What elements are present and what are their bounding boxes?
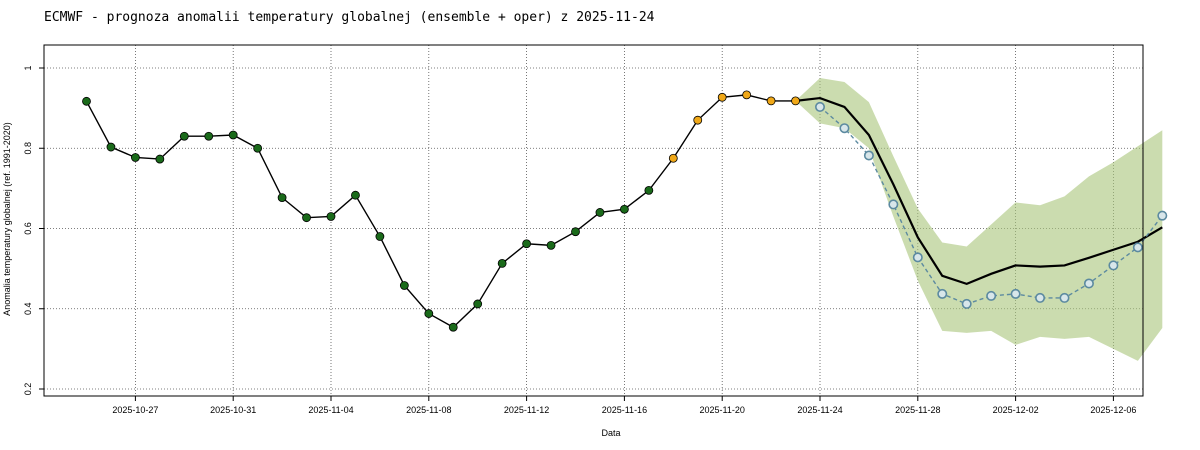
oper-line — [819, 106, 1163, 305]
oper-point — [839, 123, 850, 134]
observed-line — [85, 94, 796, 329]
observed-point — [522, 239, 531, 249]
oper-point — [1108, 260, 1119, 271]
observed-point — [326, 212, 336, 221]
x-axis-label: Data — [601, 428, 620, 438]
oper-point — [1035, 292, 1046, 303]
oper-point — [1010, 288, 1021, 299]
y-tick-label: 0.6 — [23, 222, 33, 235]
chart-title: ECMWF - prognoza anomalii temperatury gl… — [44, 10, 655, 25]
observed-point — [644, 185, 654, 195]
observed-point — [571, 227, 580, 237]
observed-point — [179, 131, 189, 141]
y-tick-label: 1 — [23, 65, 33, 70]
observed-point — [620, 204, 629, 214]
oper-point — [888, 199, 899, 210]
observed-point — [82, 96, 91, 106]
observed-point — [546, 240, 556, 250]
observed-point — [399, 281, 409, 290]
x-tick-label: 2025-11-04 — [308, 405, 353, 415]
observed-point — [668, 153, 678, 163]
observed-point — [473, 299, 483, 309]
observed-point — [253, 143, 263, 153]
observed-point — [693, 115, 703, 125]
ensemble-range-area — [795, 78, 1163, 361]
ensemble-range-band — [795, 78, 1163, 361]
observed-point — [717, 92, 727, 102]
observed-point — [228, 130, 238, 140]
x-tick-label: 2025-11-28 — [895, 405, 940, 415]
observed-point — [204, 131, 214, 141]
y-tick-label: 0.4 — [23, 302, 33, 315]
x-tick-label: 2025-11-12 — [504, 405, 549, 415]
observed-point — [106, 142, 116, 152]
x-tick-label: 2025-12-06 — [1090, 405, 1136, 415]
oper-point — [1083, 278, 1094, 289]
observed-point — [424, 309, 434, 318]
y-tick-label: 0.2 — [23, 383, 33, 396]
x-tick-label: 2025-11-20 — [700, 405, 745, 415]
observed-point — [277, 193, 287, 203]
oper-point — [863, 150, 874, 161]
oper-point — [814, 101, 825, 112]
oper-point — [961, 298, 972, 309]
observed-point — [595, 208, 605, 217]
x-tick-label: 2025-11-16 — [602, 405, 647, 415]
observed-point — [155, 154, 165, 164]
markers — [82, 90, 1168, 332]
x-tick-label: 2025-10-27 — [112, 405, 158, 415]
observed-point — [351, 190, 360, 200]
oper-point — [986, 290, 997, 301]
axes: 2025-10-27 2025-10-31 2025-11-04 2025-11-08… — [23, 65, 1136, 415]
x-tick-label: 2025-12-02 — [993, 405, 1039, 415]
observed-point — [766, 96, 776, 106]
observed-point — [497, 259, 507, 268]
x-tick-label: 2025-11-24 — [797, 405, 842, 415]
observed-point — [375, 232, 385, 241]
oper-point — [1132, 242, 1143, 253]
observed-point — [130, 153, 140, 162]
y-tick-label: 0.8 — [23, 142, 33, 155]
observed-point — [791, 96, 800, 106]
y-axis-label: Anomalia temperatury globalnej (ref. 199… — [2, 122, 12, 316]
x-tick-label: 2025-11-08 — [406, 405, 451, 415]
grid — [44, 45, 1143, 396]
oper-point — [1157, 210, 1168, 221]
ensemble-mean-line — [795, 96, 1163, 286]
observed-point — [742, 90, 752, 100]
x-tick-label: 2025-10-31 — [210, 405, 256, 415]
observed-point — [302, 213, 311, 223]
plot-frame — [43, 44, 1144, 397]
oper-point — [1059, 292, 1070, 303]
oper-point — [912, 252, 923, 263]
observed-point — [448, 322, 458, 332]
oper-point — [937, 288, 948, 299]
